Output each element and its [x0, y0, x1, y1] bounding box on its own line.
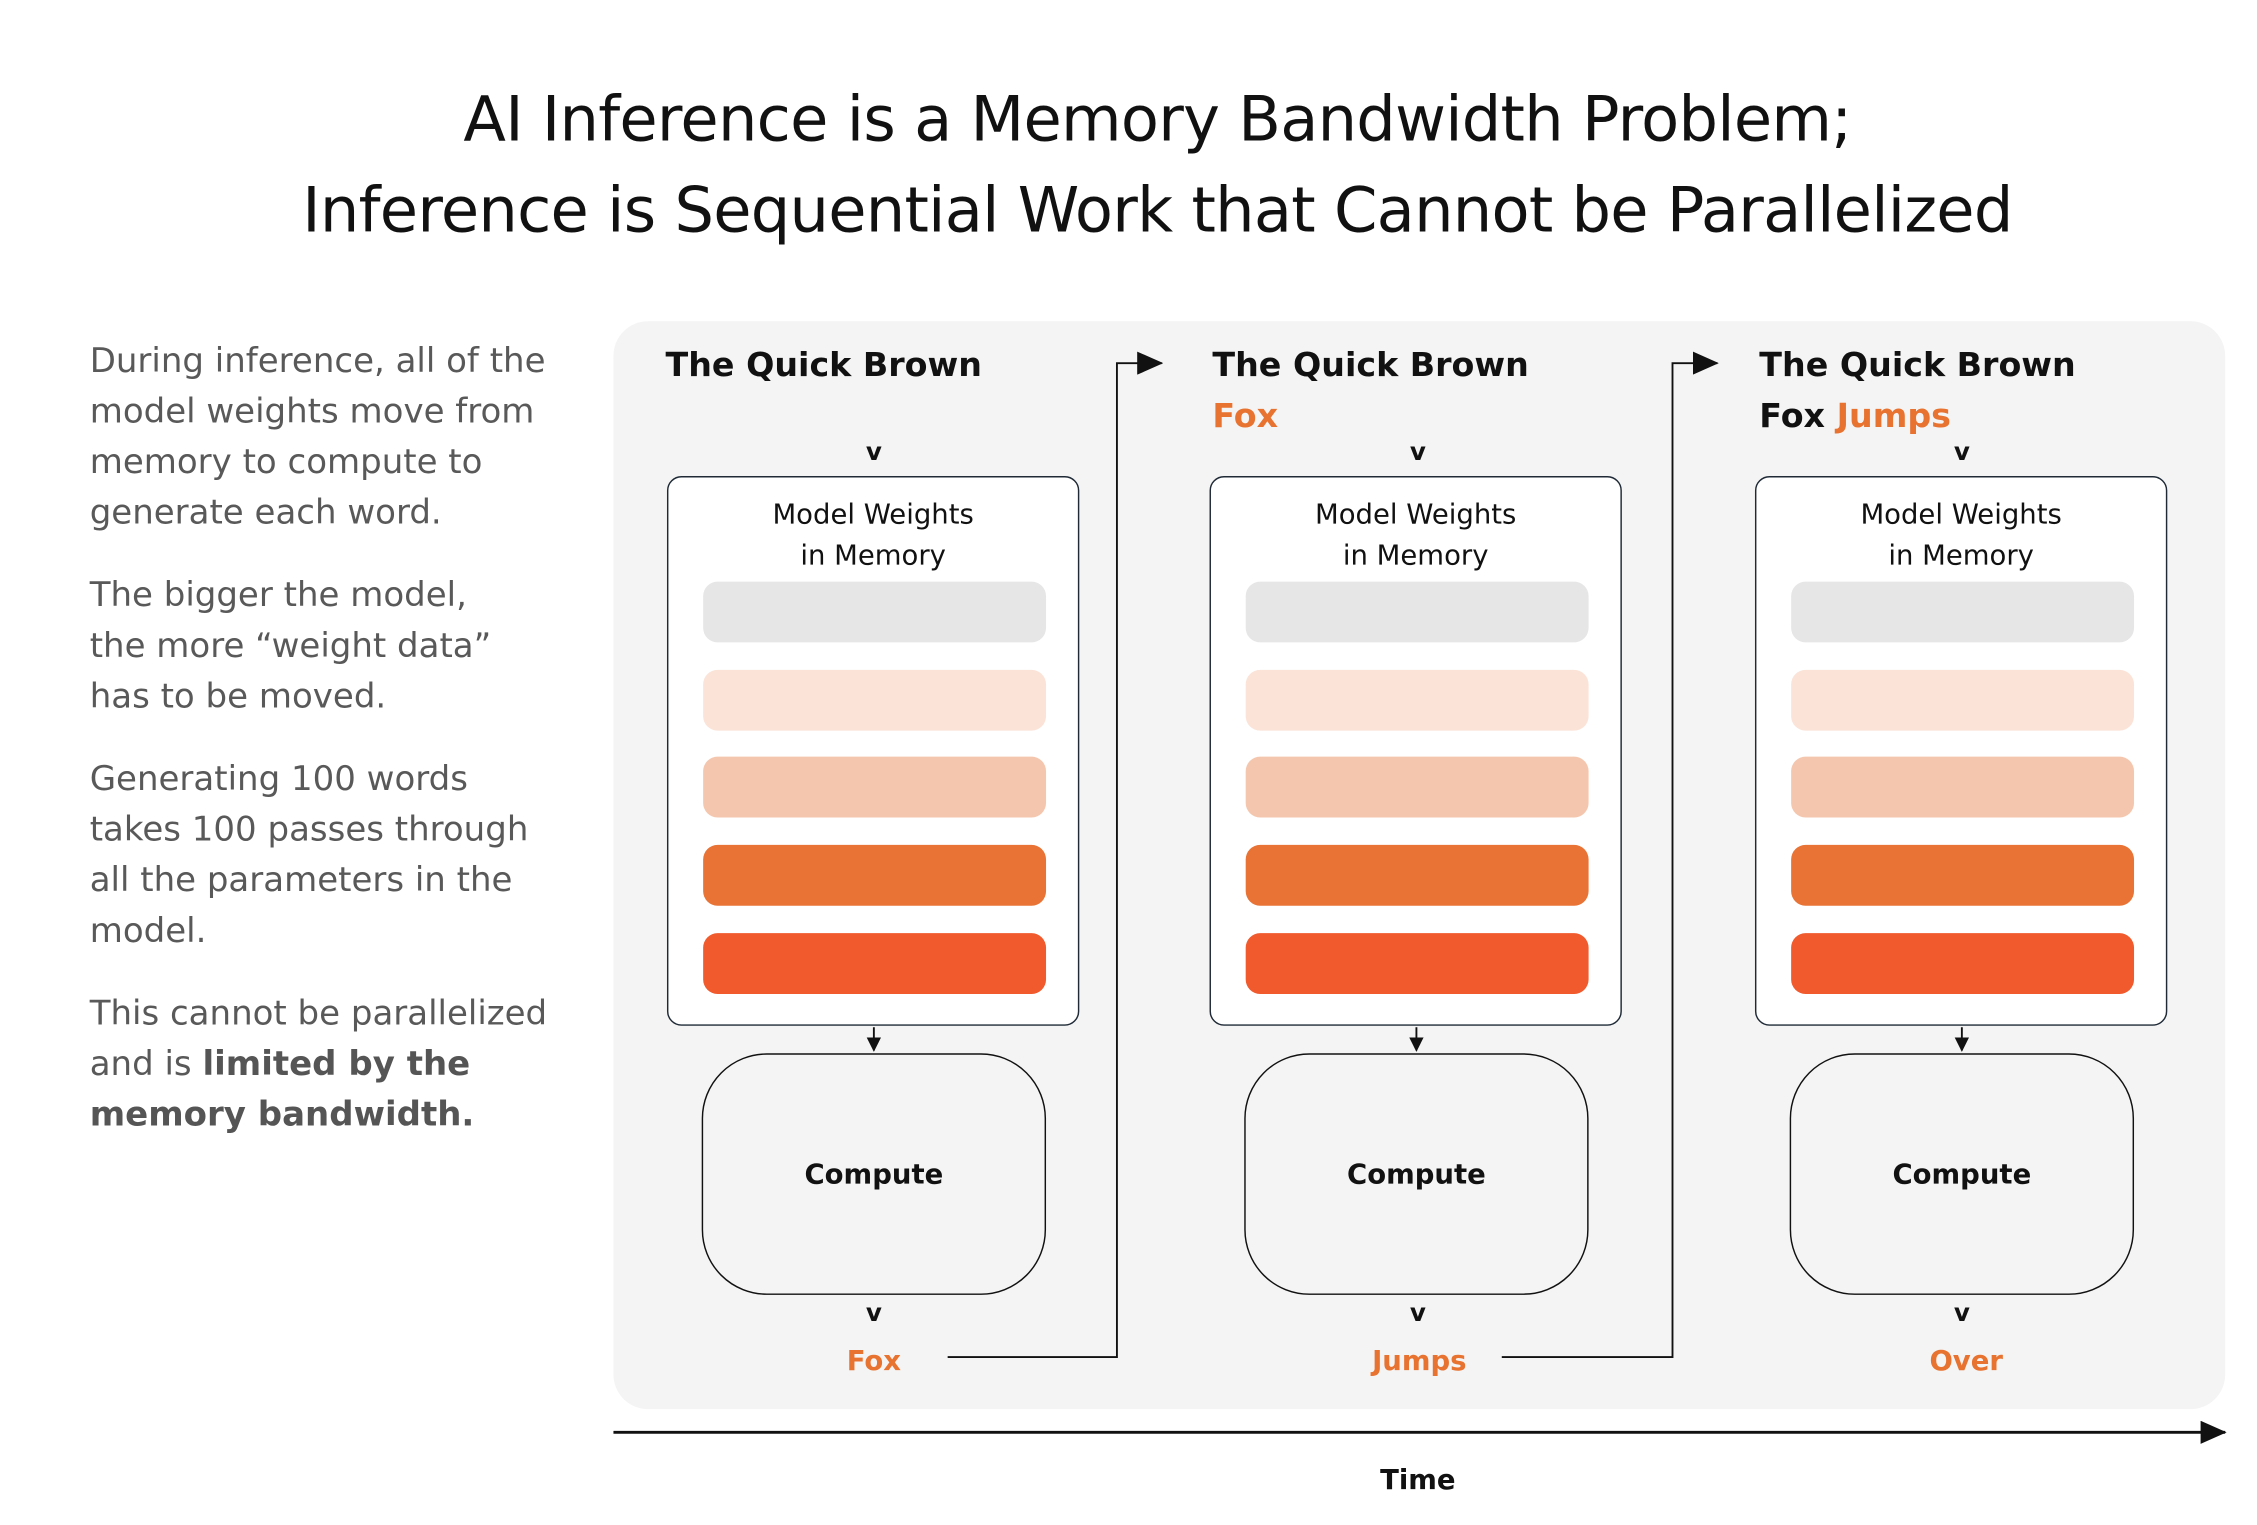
prompt-step-2: The Quick Brown Fox [1212, 341, 1528, 442]
weight-layer-1 [1791, 581, 2135, 643]
chevron-down-icon: v [1409, 1299, 1426, 1329]
memory-label: Model Weights in Memory [1211, 495, 1620, 576]
weight-layer-5 [703, 933, 1047, 994]
weight-layer-1 [703, 581, 1047, 643]
weight-layer-2 [1791, 669, 2135, 731]
explanation-text: During inference, all of the model weigh… [90, 336, 589, 1172]
weight-layer-3 [703, 756, 1047, 818]
chevron-down-icon: v [865, 1299, 882, 1329]
weight-layer-2 [703, 669, 1047, 731]
weight-layer-4 [703, 844, 1047, 906]
weight-layer-1 [1245, 581, 1589, 643]
output-word-step-1: Fox [846, 1345, 902, 1378]
paragraph-2: The bigger the model, the more “weight d… [89, 574, 492, 717]
prompt-text: The Quick Brown [1759, 347, 2076, 385]
weight-layer-3 [1791, 756, 2135, 818]
prompt-text: The Quick Brown [1212, 347, 1529, 385]
chevron-down-icon: v [1953, 1299, 1970, 1329]
connector-step2-to-step3 [1501, 351, 1719, 1359]
time-axis-label: Time [1380, 1464, 1456, 1496]
memory-label: Model Weights in Memory [668, 495, 1077, 576]
output-word-step-3: Over [1929, 1345, 2003, 1378]
prompt-step-3: The Quick Brown Fox Jumps [1759, 341, 2075, 442]
memory-box-step-3: Model Weights in Memory [1754, 475, 2168, 1026]
output-word-step-2: Jumps [1372, 1345, 1467, 1378]
chevron-down-icon: v [1953, 438, 1970, 468]
prompt-text-line-2: Fox [1759, 397, 1837, 436]
weight-layer-3 [1245, 756, 1589, 818]
paragraph-3: Generating 100 words takes 100 passes th… [89, 758, 529, 951]
compute-box-step-3: Compute [1789, 1053, 2135, 1295]
memory-label-line-2: in Memory [1888, 539, 2034, 572]
compute-box-step-2: Compute [1244, 1053, 1589, 1295]
prompt-text: The Quick Brown [665, 347, 982, 385]
weight-layer-4 [1791, 844, 2135, 906]
paragraph-4-emphasis: limited by the memory bandwidth. [89, 1043, 475, 1135]
memory-label-line-1: Model Weights [772, 499, 974, 531]
weight-layer-5 [1245, 933, 1589, 994]
weight-layer-5 [1791, 933, 2135, 994]
chevron-down-icon: v [1409, 438, 1426, 468]
connector-step1-to-step2 [947, 351, 1164, 1359]
weight-layer-2 [1245, 669, 1589, 731]
weight-layer-4 [1245, 844, 1589, 906]
prompt-step-1: The Quick Brown [666, 341, 982, 392]
memory-label-line-2: in Memory [1342, 539, 1489, 572]
compute-box-step-1: Compute [701, 1053, 1047, 1295]
memory-label: Model Weights in Memory [1756, 495, 2165, 576]
paragraph-1: During inference, all of the model weigh… [89, 339, 546, 533]
new-word: Fox [1212, 397, 1279, 436]
memory-box-step-2: Model Weights in Memory [1209, 475, 1622, 1026]
paragraph-4: This cannot be parallelized and is limit… [90, 988, 589, 1140]
title-line-1: AI Inference is a Memory Bandwidth Probl… [463, 83, 1852, 157]
memory-box-step-1: Model Weights in Memory [666, 475, 1080, 1026]
memory-label-line-2: in Memory [800, 539, 946, 572]
memory-label-line-1: Model Weights [1315, 499, 1517, 531]
title-line-2: Inference is Sequential Work that Cannot… [302, 175, 2013, 248]
paragraph-4-text: This cannot be parallelized and is [89, 992, 548, 1084]
new-word: Jumps [1836, 397, 1952, 436]
chevron-down-icon: v [865, 438, 882, 468]
memory-label-line-1: Model Weights [1860, 499, 2062, 531]
